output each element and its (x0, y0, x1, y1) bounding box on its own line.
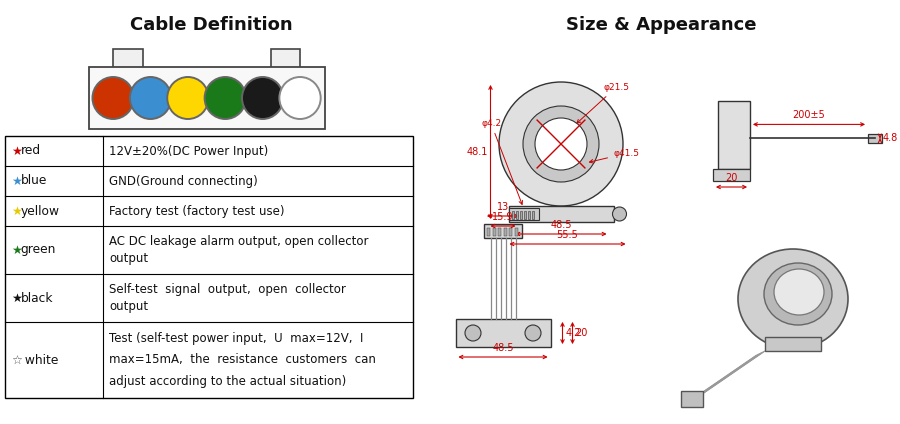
Bar (511, 211, 514, 219)
Text: 200±5: 200±5 (793, 110, 825, 120)
Text: yellow: yellow (21, 204, 59, 218)
Text: output: output (109, 252, 148, 265)
Text: 13: 13 (497, 202, 509, 212)
Text: Self-test  signal  output,  open  collector: Self-test signal output, open collector (109, 283, 346, 296)
Text: 48.1: 48.1 (466, 147, 488, 157)
Circle shape (204, 77, 246, 119)
Bar (718, 101, 750, 169)
Text: 48.5: 48.5 (550, 220, 572, 230)
Bar (455, 319, 551, 347)
Bar (508, 206, 614, 222)
Circle shape (499, 82, 623, 206)
Text: adjust according to the actual situation): adjust according to the actual situation… (109, 375, 346, 388)
Bar (487, 228, 490, 236)
Bar (503, 228, 507, 236)
Bar (113, 49, 142, 69)
Text: output: output (109, 300, 148, 313)
Ellipse shape (738, 249, 848, 349)
Bar (271, 49, 300, 69)
Bar (492, 228, 496, 236)
Text: 48.5: 48.5 (492, 343, 514, 353)
Text: AC DC leakage alarm output, open collector: AC DC leakage alarm output, open collect… (109, 235, 369, 248)
Bar (713, 169, 750, 181)
Bar (515, 228, 518, 236)
Ellipse shape (764, 263, 832, 325)
Text: Test (self-test power input,  U  max=12V,  I: Test (self-test power input, U max=12V, … (109, 332, 364, 345)
Text: blue: blue (21, 175, 47, 187)
Bar (516, 211, 517, 219)
Text: φ41.5: φ41.5 (590, 149, 639, 163)
Bar (532, 211, 534, 219)
Text: ★: ★ (11, 204, 22, 218)
Text: 20: 20 (575, 328, 588, 338)
Circle shape (242, 77, 284, 119)
Text: 4.2: 4.2 (565, 328, 581, 338)
Text: Cable Definition: Cable Definition (130, 16, 292, 34)
Text: white: white (21, 354, 58, 366)
Text: ☆: ☆ (11, 354, 22, 366)
Bar (498, 228, 501, 236)
Bar (509, 228, 512, 236)
Bar (88, 67, 325, 129)
Ellipse shape (774, 269, 824, 315)
Circle shape (523, 106, 599, 182)
Bar (508, 208, 538, 220)
Circle shape (613, 207, 626, 221)
Bar (868, 134, 882, 143)
Bar (524, 211, 526, 219)
Circle shape (167, 77, 209, 119)
Bar (4, 136, 413, 398)
Text: 4.8: 4.8 (883, 134, 898, 143)
Bar (765, 337, 821, 351)
Text: ★: ★ (11, 243, 22, 257)
Text: 55.5: 55.5 (556, 230, 579, 240)
Text: 12V±20%(DC Power Input): 12V±20%(DC Power Input) (109, 145, 268, 157)
Text: Factory test (factory test use): Factory test (factory test use) (109, 204, 284, 218)
Text: ★: ★ (11, 292, 22, 304)
Circle shape (465, 325, 481, 341)
Bar (484, 224, 522, 238)
Text: φ21.5: φ21.5 (577, 83, 629, 123)
Text: GND(Ground connecting): GND(Ground connecting) (109, 175, 258, 187)
Text: ★: ★ (11, 145, 22, 157)
Text: Size & Appearance: Size & Appearance (566, 16, 756, 34)
Text: 20: 20 (725, 173, 738, 183)
Circle shape (93, 77, 134, 119)
Text: red: red (21, 145, 40, 157)
Bar (681, 391, 703, 407)
Circle shape (279, 77, 320, 119)
Text: φ4.2: φ4.2 (481, 119, 523, 204)
Text: max=15mA,  the  resistance  customers  can: max=15mA, the resistance customers can (109, 354, 376, 366)
Text: ★: ★ (11, 175, 22, 187)
Text: 15.9: 15.9 (492, 212, 514, 222)
Circle shape (525, 325, 541, 341)
Text: green: green (21, 243, 56, 257)
Circle shape (130, 77, 171, 119)
Text: black: black (21, 292, 53, 304)
Bar (527, 211, 529, 219)
Circle shape (535, 118, 587, 170)
Bar (519, 211, 521, 219)
